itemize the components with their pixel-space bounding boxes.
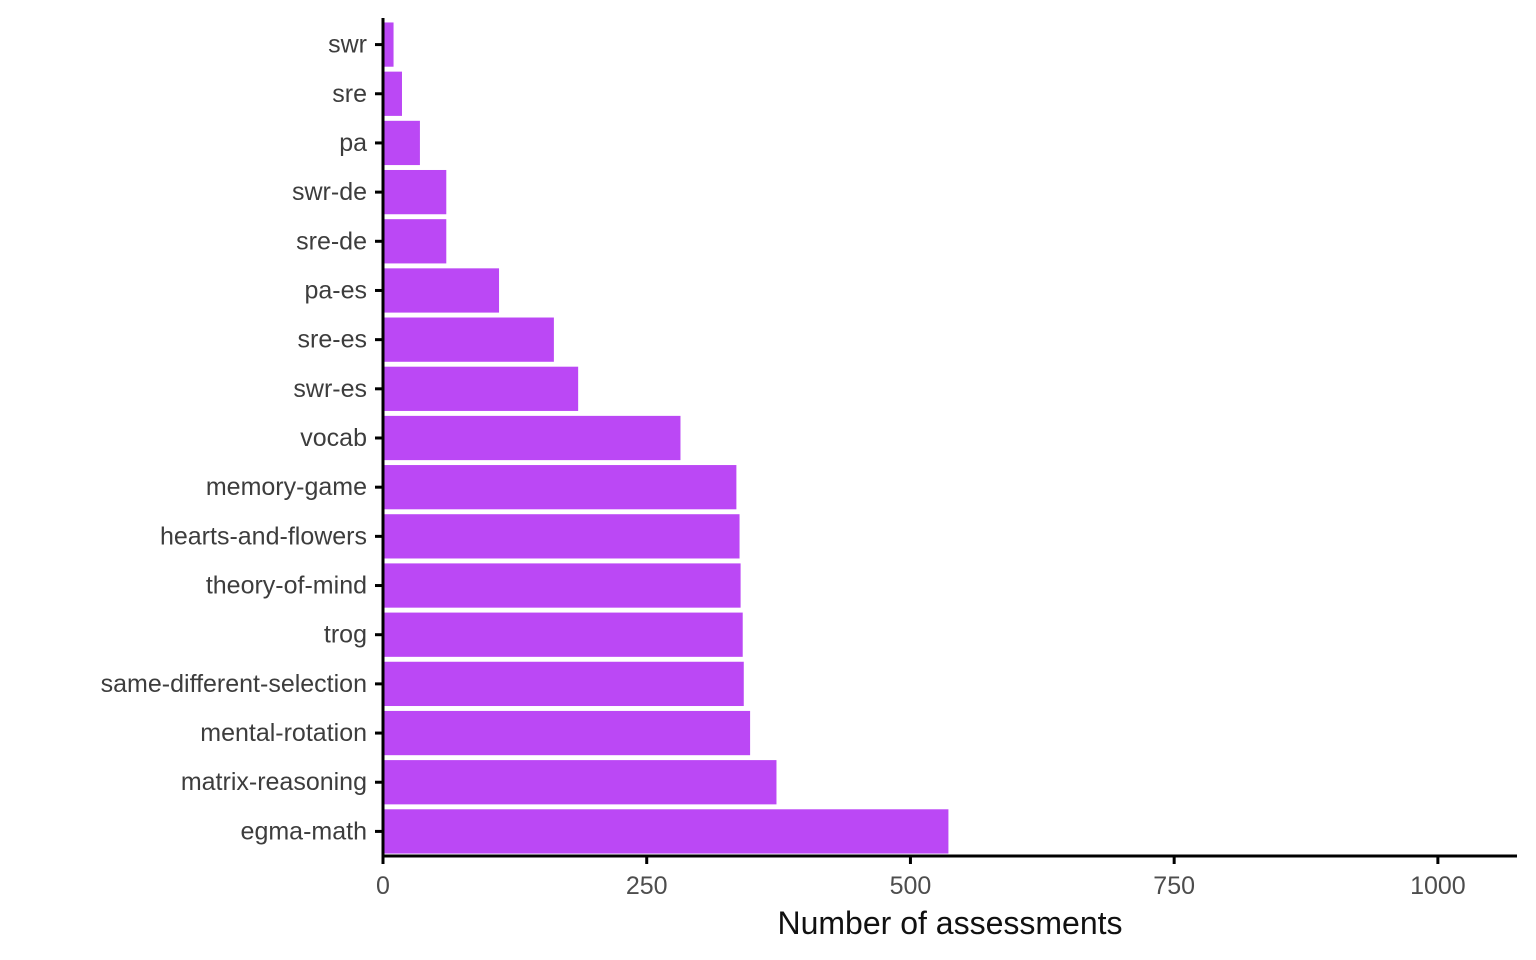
y-tick-label: swr: [328, 31, 367, 59]
y-tick-label: egma-math: [241, 817, 367, 845]
bar-hearts-and-flowers: [383, 514, 740, 559]
y-tick-label: memory-game: [206, 473, 367, 501]
x-tick-label: 0: [376, 872, 390, 900]
bar-swr-es: [383, 366, 579, 411]
bar-same-different-selection: [383, 661, 744, 707]
y-tick-label: matrix-reasoning: [181, 768, 367, 796]
bar-matrix-reasoning: [383, 760, 777, 805]
y-tick-label: trog: [324, 621, 367, 649]
y-tick-label: pa-es: [304, 276, 367, 304]
bar-trog: [383, 612, 743, 657]
bar-pa: [383, 120, 420, 166]
y-tick-label: swr-es: [293, 375, 367, 403]
bars-group: [383, 22, 949, 854]
bar-sre: [383, 71, 402, 116]
bar-swr-de: [383, 169, 447, 215]
y-tick-label: swr-de: [292, 178, 367, 206]
x-tick-label: 750: [1153, 872, 1195, 900]
x-tick-label: 1000: [1410, 872, 1466, 900]
x-tick-label: 500: [890, 872, 932, 900]
y-tick-label: sre-de: [296, 227, 367, 255]
y-tick-label: sre-es: [298, 326, 367, 354]
y-axis: swr sre pa swr-de sre-de pa-es sre-es swr-es voc…: [101, 18, 385, 856]
bar-egma-math: [383, 809, 949, 854]
bar-pa-es: [383, 268, 500, 313]
x-axis-title: Number of assessments: [777, 905, 1122, 941]
bar-memory-game: [383, 465, 737, 510]
y-tick-label: theory-of-mind: [206, 572, 367, 600]
y-tick-label: mental-rotation: [200, 719, 367, 747]
bar-swr: [383, 22, 394, 67]
bar-theory-of-mind: [383, 563, 741, 608]
y-tick-label: hearts-and-flowers: [160, 522, 367, 550]
y-tick-label: pa: [339, 129, 367, 157]
y-tick-label: sre: [332, 80, 367, 108]
y-tick-label: vocab: [300, 424, 367, 452]
x-axis: 0 250 500 750 1000: [376, 854, 1517, 900]
bar-mental-rotation: [383, 710, 751, 756]
bar-sre-es: [383, 317, 554, 362]
bar-sre-de: [383, 219, 447, 264]
x-tick-label: 250: [626, 872, 668, 900]
bar-vocab: [383, 415, 681, 461]
y-tick-label: same-different-selection: [101, 670, 367, 698]
